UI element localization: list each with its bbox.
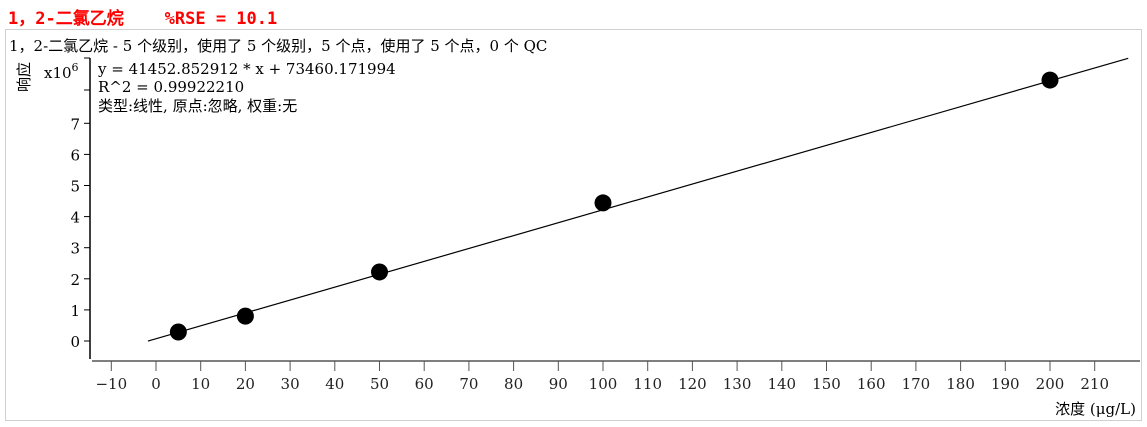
y-tick-label: 2 (70, 271, 80, 289)
x-tick-label: 70 (459, 375, 478, 393)
x-tick-label: 180 (946, 375, 975, 393)
data-point (169, 323, 187, 341)
x-tick-label: 150 (812, 375, 841, 393)
x-tick-label: 90 (549, 375, 568, 393)
y-tick-label: 7 (70, 115, 80, 133)
x-tick-label: 130 (723, 375, 752, 393)
y-tick-label: 0 (70, 333, 80, 351)
x-tick-label: 60 (415, 375, 434, 393)
y-tick-label: 4 (70, 209, 80, 227)
x-axis-label: 浓度 (μg/L) (1055, 400, 1136, 418)
x-tick-label: 40 (325, 375, 344, 393)
x-tick-label: 20 (236, 375, 255, 393)
x-tick-label: 10 (191, 375, 210, 393)
data-point (1041, 71, 1059, 89)
y-axis-label: 响应 (15, 62, 33, 92)
r2-text: R^2 = 0.99922210 (98, 78, 244, 96)
x-tick-label: 170 (902, 375, 931, 393)
x-tick-label: 190 (991, 375, 1020, 393)
x-tick-label: 200 (1036, 375, 1065, 393)
chart-header-title: 1，2-二氯乙烷 %RSE = 10.1 (8, 9, 278, 29)
x-tick-label: −10 (95, 375, 127, 393)
x-tick-label: 100 (589, 375, 618, 393)
fit-info-text: 类型:线性, 原点:忽略, 权重:无 (98, 97, 297, 115)
x-tick-label: 80 (504, 375, 523, 393)
y-tick-label: 5 (70, 178, 80, 196)
y-multiplier: x106 (44, 61, 79, 82)
chart-frame (5, 29, 1142, 421)
data-point (594, 194, 612, 212)
y-tick-label: 3 (70, 240, 80, 258)
y-tick-label: 6 (70, 146, 80, 164)
x-tick-label: 30 (281, 375, 300, 393)
fit-line (147, 57, 1129, 342)
x-tick-label: 50 (370, 375, 389, 393)
x-tick-label: 140 (767, 375, 796, 393)
x-tick-label: 160 (857, 375, 886, 393)
chart-title: 1，2-二氯乙烷 - 5 个级别，使用了 5 个级别，5 个点，使用了 5 个点… (9, 37, 547, 55)
data-point (371, 263, 388, 281)
data-point (236, 307, 254, 325)
x-tick-label: 110 (633, 375, 662, 393)
x-tick-label: 210 (1080, 375, 1109, 393)
x-tick-label: 120 (678, 375, 707, 393)
equation-text: y = 41452.852912 * x + 73460.171994 (97, 60, 396, 78)
y-tick-label: 1 (70, 302, 80, 320)
x-tick-label: 0 (151, 375, 161, 393)
